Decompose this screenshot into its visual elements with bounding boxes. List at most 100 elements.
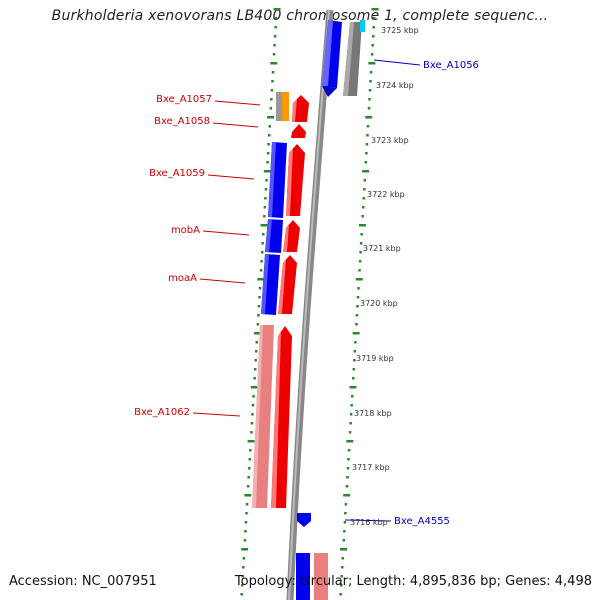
- ring-dot: [349, 386, 357, 389]
- ring-dot: [342, 539, 346, 542]
- ring-dot: [261, 242, 264, 245]
- ring-dot: [343, 494, 351, 497]
- ring-dot: [274, 26, 277, 29]
- ring-dot: [267, 143, 270, 146]
- ring-dot: [255, 350, 258, 353]
- ring-dot: [365, 116, 373, 119]
- ring-dot: [260, 260, 263, 263]
- gene-feature-bxe-a1057-orange[interactable]: [282, 92, 289, 121]
- scale-label: 3722 kbp: [367, 190, 405, 199]
- ring-dot: [269, 107, 273, 110]
- ring-dot: [270, 62, 278, 65]
- ring-dot: [257, 278, 265, 281]
- gene-feature-moba-red[interactable]: [283, 220, 300, 252]
- ring-dot: [347, 458, 350, 461]
- ring-dot: [359, 251, 362, 254]
- ring-dot: [250, 386, 258, 389]
- ring-dot: [343, 530, 346, 533]
- ring-dot: [358, 260, 362, 263]
- ring-dot: [356, 296, 360, 299]
- scale-label: 3719 kbp: [356, 354, 394, 363]
- ring-dot: [257, 314, 260, 317]
- ring-dot: [270, 89, 274, 92]
- ring-dot: [371, 8, 379, 11]
- ring-dot: [341, 557, 345, 560]
- ring-dot: [358, 269, 361, 272]
- gene-feature-bxe-a1058-red[interactable]: [291, 124, 306, 138]
- gene-label-bxe-a1062[interactable]: Bxe_A1062: [134, 407, 190, 418]
- gene-feature-top-cyan[interactable]: [360, 20, 365, 32]
- ring-dot: [245, 512, 248, 515]
- ring-dot: [271, 71, 275, 74]
- ring-dot: [253, 377, 256, 380]
- ring-dot: [251, 404, 255, 407]
- ring-dot: [362, 197, 366, 200]
- gene-feature-bxe-a1056[interactable]: [343, 22, 362, 96]
- gene-label-bxe-a1058[interactable]: Bxe_A1058: [154, 116, 210, 127]
- ring-dot: [258, 287, 262, 290]
- ring-dot: [244, 530, 247, 533]
- gene-feature-moba-blue[interactable]: [265, 219, 283, 253]
- ring-dot: [243, 539, 247, 542]
- ring-dot: [359, 242, 363, 245]
- gene-label-bxe-a1059[interactable]: Bxe_A1059: [149, 168, 205, 179]
- ring-dot: [352, 377, 355, 380]
- ring-dot: [354, 341, 357, 344]
- ring-dot: [357, 287, 360, 290]
- ring-dot: [251, 413, 254, 416]
- gene-label-bxe-a1056[interactable]: Bxe_A1056: [423, 60, 479, 71]
- forward-label-leaders: [344, 59, 421, 522]
- gene-feature-bottom-pink[interactable]: [314, 553, 328, 600]
- gene-feature-bxe-a1062-red[interactable]: [271, 326, 292, 508]
- ring-dot: [346, 467, 350, 470]
- ring-dot: [346, 440, 354, 443]
- ring-dot: [340, 548, 348, 551]
- ring-dot: [270, 98, 273, 101]
- gene-feature-top-blue[interactable]: [322, 20, 342, 97]
- ring-dot: [253, 368, 257, 371]
- ring-dot: [252, 395, 255, 398]
- ring-dot: [369, 71, 373, 74]
- scale-labels: 3725 kbp 3724 kbp 3723 kbp 3722 kbp 3721…: [350, 26, 419, 527]
- ring-dot: [272, 53, 276, 56]
- ring-dot: [267, 134, 271, 137]
- gene-feature-bxe-a4555[interactable]: [297, 513, 311, 527]
- ring-dot: [246, 485, 250, 488]
- gene-label-moba[interactable]: mobA: [171, 225, 200, 236]
- ring-dot: [362, 170, 370, 173]
- ring-dot: [350, 404, 353, 407]
- ring-dot: [365, 152, 368, 155]
- ring-dot: [249, 449, 252, 452]
- gene-feature-bxe-a1057-red[interactable]: [292, 95, 309, 122]
- ring-dot: [264, 188, 268, 191]
- gene-feature-bxe-a1057-gray[interactable]: [276, 92, 282, 121]
- gene-feature-bxe-a1062-pink[interactable]: [252, 325, 274, 508]
- gene-feature-moaa-red[interactable]: [278, 255, 297, 314]
- ring-dot: [340, 575, 343, 578]
- ring-dot: [364, 161, 368, 164]
- ring-dot: [254, 359, 257, 362]
- ring-dot: [368, 89, 372, 92]
- gene-feature-moaa-blue[interactable]: [261, 254, 280, 315]
- reverse-label-leaders: [192, 100, 261, 417]
- ring-dot: [273, 8, 281, 11]
- gene-label-moaa[interactable]: moaA: [168, 273, 197, 284]
- gene-feature-bottom-blue[interactable]: [296, 553, 310, 600]
- ring-dot: [363, 179, 367, 182]
- ring-dot: [346, 476, 349, 479]
- topology-text: Topology: circular; Length: 4,895,836 bp…: [234, 574, 592, 589]
- ring-dot: [262, 233, 265, 236]
- ring-dot: [367, 107, 371, 110]
- gene-label-bxe-a4555[interactable]: Bxe_A4555: [394, 516, 450, 527]
- ring-dot: [352, 368, 356, 371]
- gene-feature-bxe-a1059-red[interactable]: [286, 144, 305, 216]
- ring-dot: [242, 566, 245, 569]
- ring-dot: [255, 341, 259, 344]
- gene-label-bxe-a1057[interactable]: Bxe_A1057: [156, 94, 212, 105]
- ring-dot: [248, 458, 252, 461]
- gene-feature-bxe-a1059-blue[interactable]: [268, 142, 287, 218]
- ring-dot: [245, 503, 249, 506]
- ring-dot: [355, 314, 359, 317]
- ring-dot: [267, 116, 275, 119]
